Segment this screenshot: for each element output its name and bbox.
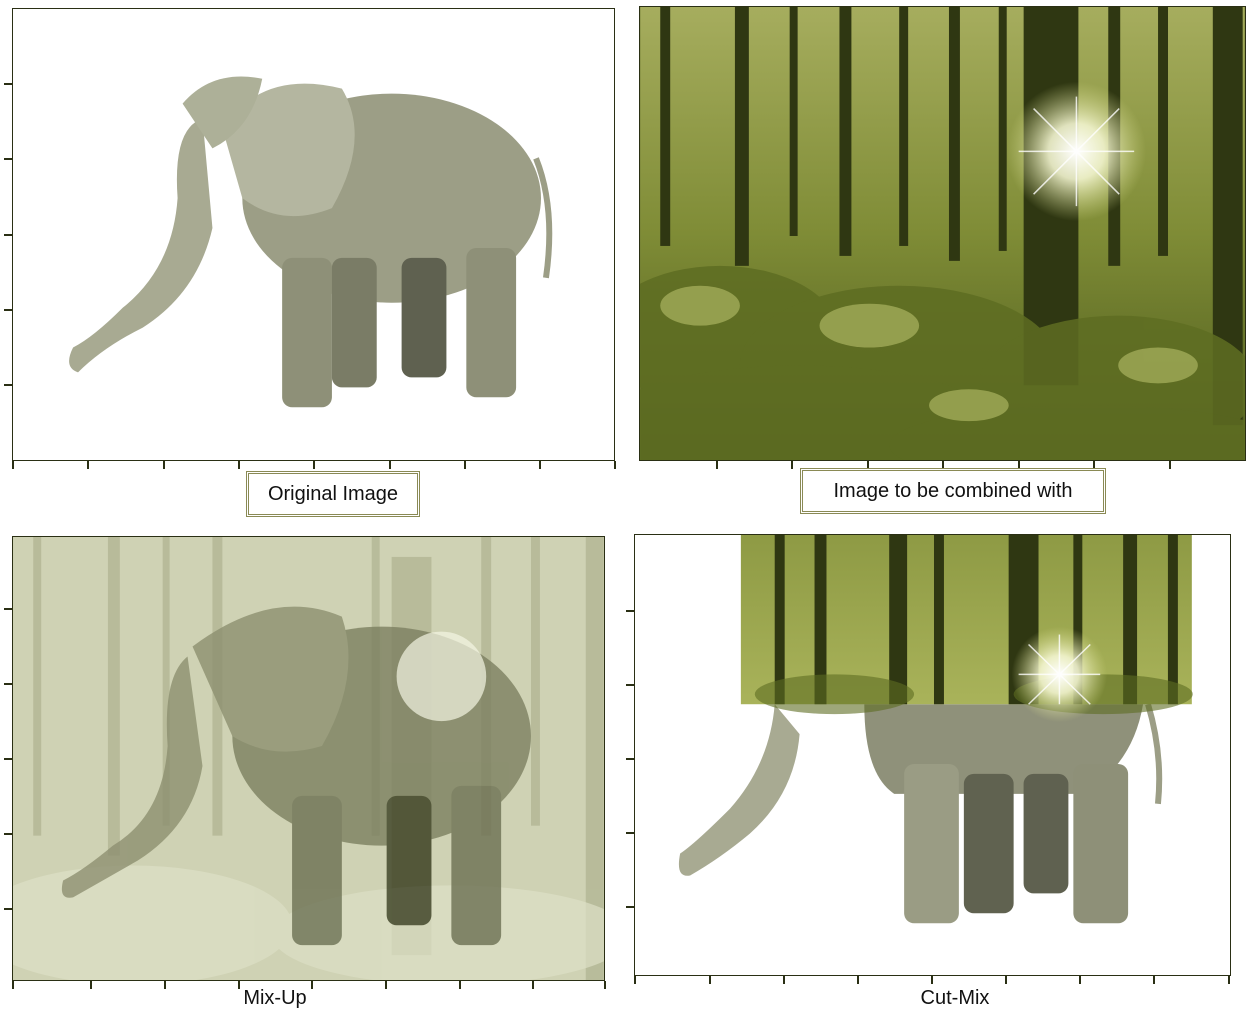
combine-image-panel [639,6,1246,461]
mixup-image-panel [12,536,605,981]
original-image-panel [12,8,615,461]
combine-image-caption: Image to be combined with [800,468,1106,514]
forest-cut-patch [740,535,1193,723]
mixup-y-ticks [4,536,12,981]
cutmix-image [678,535,1193,924]
original-y-ticks [4,8,12,461]
elephant-lower-part [678,703,1163,924]
cutmix-image-panel [634,534,1231,976]
mixup-caption: Mix-Up [243,987,307,1009]
cutmix-caption: Cut-Mix [920,987,990,1009]
mixup-blend-image [13,537,604,980]
forest-image [640,7,1245,460]
original-image-caption: Original Image [246,471,420,517]
elephant-figure [69,76,553,408]
cutmix-y-ticks [626,534,634,976]
elephant-image [69,76,553,408]
